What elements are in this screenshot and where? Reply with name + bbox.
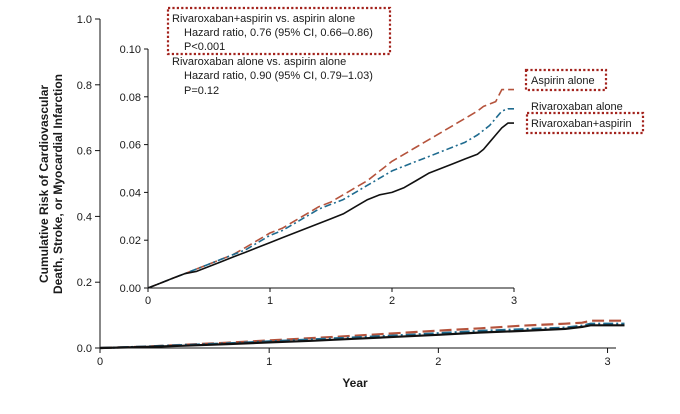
aspirin-label-box bbox=[524, 68, 608, 92]
main-series-rivaroxaban-aspirin-line bbox=[99, 324, 625, 350]
inset-y-tick-label: 0.04 bbox=[120, 187, 141, 199]
main-series-group bbox=[99, 319, 625, 350]
main-x-tick-label: 1 bbox=[266, 356, 272, 368]
main-x-tick-label: 3 bbox=[604, 356, 610, 368]
inset-series-rivaroxaban-aspirin-line bbox=[147, 122, 514, 289]
comparison2-hazard-ratio: Hazard ratio, 0.90 (95% CI, 0.79–1.03) bbox=[184, 70, 373, 82]
inset-axes: 0.00 0.02 0.04 0.06 0.08 0.10 0 1 2 3 bbox=[120, 44, 517, 307]
main-y-tick-label: 0.4 bbox=[77, 211, 92, 223]
main-x-tick-label: 0 bbox=[97, 356, 103, 368]
main-axes: 0.0 0.2 0.4 0.6 0.8 1.0 0 1 2 3 bbox=[77, 14, 616, 368]
series-label-rivaroxaban: Rivaroxaban alone bbox=[531, 101, 623, 113]
main-series-aspirin-alone-line bbox=[99, 319, 625, 350]
inset-y-tick-label: 0.06 bbox=[120, 140, 141, 152]
inset-x-tick-label: 2 bbox=[389, 295, 395, 307]
inset-y-tick-label: 0.00 bbox=[120, 283, 141, 295]
x-axis-title: Year bbox=[342, 376, 368, 390]
inset-y-tick-label: 0.10 bbox=[120, 44, 141, 56]
inset-series-group bbox=[147, 88, 514, 289]
inset-series-aspirin-alone-line bbox=[147, 88, 514, 289]
inset-x-tick-label: 1 bbox=[267, 295, 273, 307]
comparison1-highlight-box bbox=[166, 6, 392, 56]
series-label-combination: Rivaroxaban+aspirin bbox=[531, 118, 632, 130]
main-y-tick-label: 0.6 bbox=[77, 146, 92, 158]
inset-y-tick-label: 0.02 bbox=[120, 235, 141, 247]
comparison1-hazard-ratio: Hazard ratio, 0.76 (95% CI, 0.66–0.86) bbox=[184, 27, 373, 39]
main-x-tick-label: 2 bbox=[435, 356, 441, 368]
main-y-tick-label: 0.0 bbox=[77, 343, 92, 355]
combo-label-box bbox=[525, 111, 645, 135]
series-label-aspirin: Aspirin alone bbox=[531, 75, 595, 87]
comparison2-p-value: P=0.12 bbox=[184, 85, 219, 97]
main-y-tick-label: 0.2 bbox=[77, 277, 92, 289]
inset-y-tick-label: 0.08 bbox=[120, 92, 141, 104]
comparison1-p-value: P<0.001 bbox=[184, 41, 225, 53]
comparison1-title: Rivaroxaban+aspirin vs. aspirin alone bbox=[172, 13, 355, 25]
main-y-tick-label: 1.0 bbox=[77, 14, 92, 26]
inset-x-tick-label: 0 bbox=[145, 295, 151, 307]
main-y-tick-label: 0.8 bbox=[77, 80, 92, 92]
comparison2-title: Rivaroxaban alone vs. aspirin alone bbox=[172, 56, 346, 68]
y-axis-title-line2: Death, Stroke, or Myocardial Infarction bbox=[51, 74, 65, 294]
y-axis-title-line1: Cumulative Risk of Cardiovascular bbox=[37, 85, 51, 283]
inset-series-rivaroxaban-alone-line bbox=[147, 108, 514, 289]
inset-x-tick-label: 3 bbox=[511, 295, 517, 307]
